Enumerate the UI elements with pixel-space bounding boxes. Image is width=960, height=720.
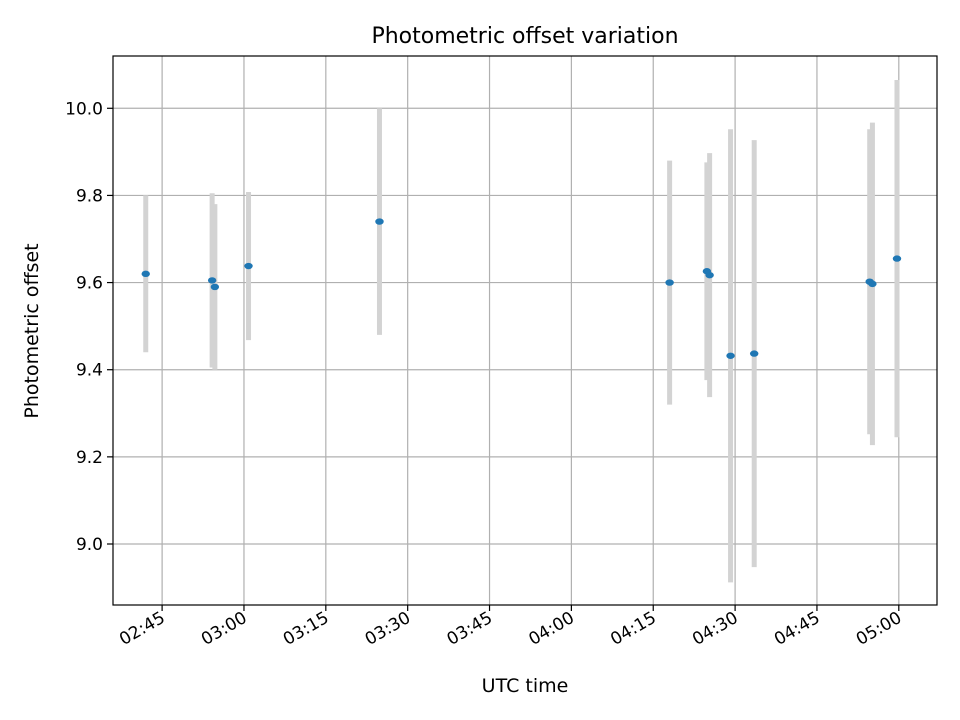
- x-tick-label: 05:00: [853, 608, 905, 650]
- x-tick-label: 04:45: [771, 608, 823, 650]
- x-axis-ticks: 02:45 03:00 03:15 03:30 03:45 04:00 04:15 04:30…: [116, 605, 905, 650]
- data-point: [375, 218, 384, 225]
- y-tick-label: 10.0: [65, 99, 103, 119]
- data-point: [892, 255, 902, 262]
- x-tick-label: 03:00: [198, 608, 250, 650]
- data-point: [210, 283, 220, 291]
- x-tick-label: 03:45: [444, 608, 496, 650]
- x-tick-label: 03:30: [362, 608, 414, 650]
- y-axis-ticks: 9.0 9.2 9.4 9.6 9.8 10.0: [65, 99, 113, 555]
- y-tick-label: 9.8: [76, 186, 103, 206]
- x-tick-label: 04:00: [525, 608, 577, 650]
- x-tick-label: 04:15: [607, 608, 659, 650]
- data-point: [207, 277, 217, 284]
- data-point: [141, 270, 150, 278]
- x-tick-label: 02:45: [116, 608, 168, 650]
- y-tick-label: 9.0: [76, 535, 103, 555]
- y-tick-label: 9.4: [76, 361, 103, 381]
- data-point: [665, 279, 674, 286]
- chart-title: Photometric offset variation: [371, 24, 678, 49]
- data-point: [705, 271, 714, 279]
- y-axis-label: Photometric offset: [21, 243, 43, 418]
- error-bars: [143, 79, 900, 583]
- y-tick-label: 9.6: [76, 274, 103, 294]
- data-point: [726, 352, 735, 359]
- data-point: [244, 262, 253, 270]
- x-tick-label: 04:30: [689, 608, 741, 650]
- data-point: [868, 280, 877, 288]
- grid: [113, 56, 937, 605]
- data-point: [749, 350, 759, 357]
- plot-frame: [112, 55, 938, 606]
- x-tick-label: 03:15: [280, 608, 332, 650]
- data-points: [141, 218, 902, 359]
- x-axis-label: UTC time: [482, 675, 569, 697]
- y-tick-label: 9.2: [76, 448, 103, 468]
